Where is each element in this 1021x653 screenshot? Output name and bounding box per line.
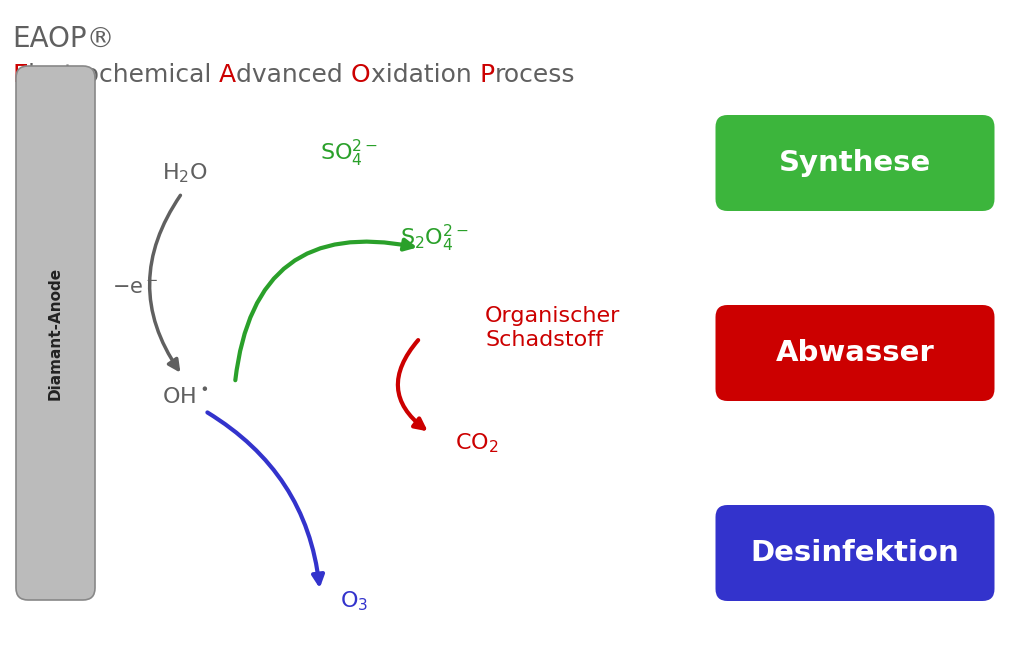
Text: Synthese: Synthese — [779, 149, 931, 177]
Text: H$_2$O: H$_2$O — [162, 161, 208, 185]
Text: P: P — [480, 63, 494, 87]
Text: Desinfektion: Desinfektion — [750, 539, 960, 567]
Text: lectrochemical: lectrochemical — [28, 63, 220, 87]
Text: EAOP®: EAOP® — [12, 25, 114, 53]
Text: CO$_2$: CO$_2$ — [455, 431, 498, 454]
FancyBboxPatch shape — [716, 305, 994, 401]
Text: Abwasser: Abwasser — [776, 339, 934, 367]
Text: rocess: rocess — [494, 63, 575, 87]
FancyBboxPatch shape — [16, 66, 95, 600]
Text: O$_3$: O$_3$ — [340, 589, 369, 613]
Text: A: A — [220, 63, 237, 87]
Text: S$_2$O$_4^{2-}$: S$_2$O$_4^{2-}$ — [400, 223, 469, 253]
Text: xidation: xidation — [371, 63, 480, 87]
Text: SO$_4^{2-}$: SO$_4^{2-}$ — [320, 137, 378, 168]
Text: dvanced: dvanced — [237, 63, 351, 87]
FancyBboxPatch shape — [716, 505, 994, 601]
Text: Diamant-Anode: Diamant-Anode — [48, 266, 63, 400]
Text: Organischer
Schadstoff: Organischer Schadstoff — [485, 306, 621, 351]
Text: E: E — [12, 63, 28, 87]
Text: OH$^\bullet$: OH$^\bullet$ — [161, 388, 208, 408]
Text: $-$e$^-$: $-$e$^-$ — [112, 278, 158, 298]
Text: O: O — [351, 63, 371, 87]
FancyBboxPatch shape — [716, 115, 994, 211]
